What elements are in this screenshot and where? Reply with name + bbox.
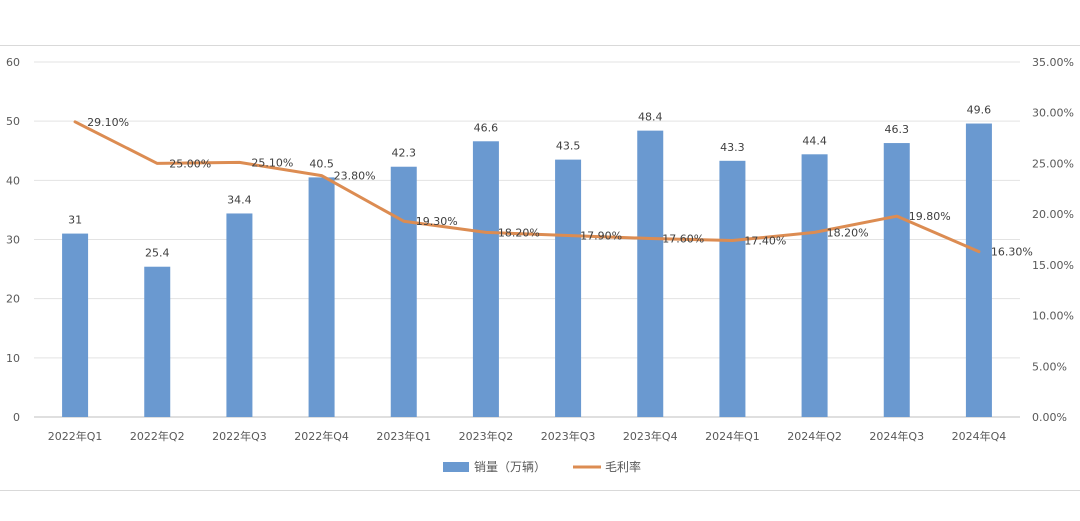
bar-value-label: 31 [68, 214, 82, 227]
y-right-tick-label: 35.00% [1032, 56, 1074, 69]
x-tick-label: 2022年Q2 [130, 429, 185, 443]
bar [144, 266, 171, 417]
bar [555, 159, 582, 417]
y-right-tick-label: 0.00% [1032, 411, 1067, 424]
bar [226, 213, 253, 417]
bar-value-label: 46.3 [885, 123, 910, 136]
bar [965, 123, 992, 418]
line-value-label: 23.80% [334, 170, 376, 183]
line-series [73, 120, 981, 254]
x-tick-label: 2024年Q3 [869, 429, 924, 443]
legend-bar-swatch [443, 462, 469, 472]
bar-value-label: 46.6 [474, 121, 499, 134]
bar-value-label: 49.6 [967, 104, 992, 117]
bar [719, 160, 746, 417]
line-value-label: 19.80% [909, 210, 951, 223]
gridlines [34, 61, 1020, 418]
line-value-label: 17.60% [662, 232, 704, 245]
axis-ticks: 0 10 20 30 40 50 60 0.00% 5.00% 10.00% 15.00% 20.00… [6, 56, 1074, 443]
y-right-tick-label: 25.00% [1032, 157, 1074, 170]
bar-value-label: 40.5 [309, 157, 334, 170]
y-left-tick-label: 10 [6, 352, 20, 365]
y-right-tick-label: 15.00% [1032, 259, 1074, 272]
bar [801, 154, 828, 418]
bar [637, 130, 664, 417]
x-tick-label: 2022年Q1 [48, 429, 103, 443]
bar-value-label: 48.4 [638, 111, 663, 124]
top-divider [0, 45, 1080, 46]
line-value-label: 25.10% [251, 156, 293, 169]
line-value-label: 18.20% [827, 226, 869, 239]
line-value-label: 18.20% [498, 226, 540, 239]
bar-value-label: 44.4 [802, 134, 827, 147]
y-left-tick-label: 20 [6, 293, 20, 306]
x-tick-label: 2023年Q4 [623, 429, 678, 443]
data-labels: 31 25.4 34.4 40.5 42.3 46.6 43.5 48.4 43.3 44.4 46… [68, 104, 1033, 260]
x-tick-label: 2024年Q2 [787, 429, 842, 443]
bar-value-label: 43.5 [556, 140, 581, 153]
x-tick-label: 2024年Q1 [705, 429, 760, 443]
bar-value-label: 25.4 [145, 247, 170, 260]
x-tick-label: 2024年Q4 [952, 429, 1007, 443]
bottom-divider [0, 490, 1080, 491]
bar-value-label: 43.3 [720, 141, 745, 154]
y-left-tick-label: 0 [13, 411, 20, 424]
line-path [73, 120, 981, 254]
bar-value-label: 34.4 [227, 193, 252, 206]
line-value-label: 25.00% [169, 157, 211, 170]
x-tick-label: 2023年Q2 [459, 429, 514, 443]
y-right-tick-label: 20.00% [1032, 208, 1074, 221]
y-right-tick-label: 10.00% [1032, 310, 1074, 323]
bar [390, 166, 417, 417]
x-tick-label: 2022年Q4 [294, 429, 349, 443]
line-value-label: 16.30% [991, 246, 1033, 259]
y-right-tick-label: 30.00% [1032, 107, 1074, 120]
y-right-tick-label: 5.00% [1032, 360, 1067, 373]
y-left-tick-label: 30 [6, 234, 20, 247]
x-tick-label: 2023年Q1 [376, 429, 431, 443]
line-value-label: 17.40% [744, 235, 786, 248]
legend[interactable]: 销量（万辆） 毛利率 [443, 459, 641, 474]
y-left-tick-label: 50 [6, 115, 20, 128]
y-left-tick-label: 60 [6, 56, 20, 69]
bar [62, 233, 89, 417]
line-value-label: 17.90% [580, 229, 622, 242]
x-tick-label: 2022年Q3 [212, 429, 267, 443]
y-left-tick-label: 40 [6, 174, 20, 187]
line-value-label: 19.30% [416, 215, 458, 228]
line-value-label: 29.10% [87, 116, 129, 129]
bar [472, 141, 499, 418]
bar [308, 177, 335, 417]
bar-series [62, 123, 992, 418]
x-tick-label: 2023年Q3 [541, 429, 596, 443]
bar-value-label: 42.3 [392, 147, 417, 160]
bar [883, 143, 910, 417]
legend-bar-label: 销量（万辆） [474, 460, 546, 474]
legend-line-label: 毛利率 [605, 459, 641, 474]
